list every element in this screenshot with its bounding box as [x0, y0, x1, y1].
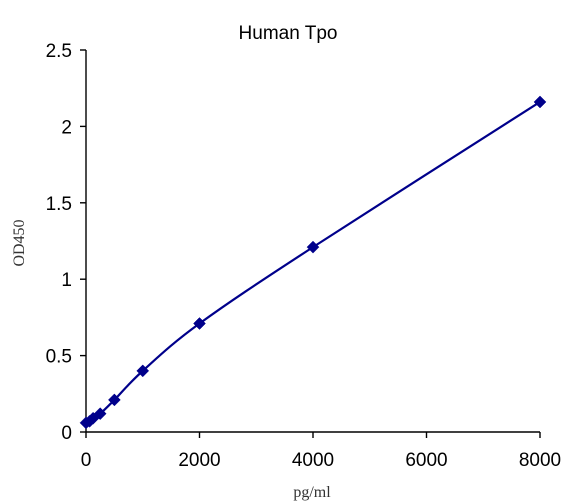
data-point	[533, 95, 547, 109]
data-point	[108, 393, 121, 407]
chart-title: Human Tpo	[239, 23, 338, 44]
x-tick-label: 6000	[405, 450, 447, 471]
x-tick-label: 8000	[519, 450, 561, 471]
data-point	[136, 364, 150, 378]
y-tick-label: 1	[61, 270, 72, 291]
y-axis: 0 0.5 1 1.5 2 2.5	[46, 41, 87, 444]
fit-curve	[85, 101, 541, 424]
y-tick-label: 0.5	[46, 347, 72, 368]
x-axis: 0 2000 4000 6000 8000	[81, 431, 561, 471]
x-tick-label: 4000	[292, 450, 334, 471]
y-tick-label: 2	[61, 117, 72, 138]
x-tick-label: 0	[81, 450, 92, 471]
x-tick-label: 2000	[178, 450, 220, 471]
data-point	[93, 407, 107, 421]
series-0	[79, 95, 547, 430]
y-tick-label: 0	[61, 423, 72, 444]
data-point	[306, 240, 320, 254]
y-axis-label: OD450	[11, 219, 28, 266]
y-tick-label: 1.5	[46, 194, 72, 215]
y-tick-label: 2.5	[46, 41, 72, 62]
data-point	[193, 317, 206, 330]
x-axis-label: pg/ml	[293, 484, 331, 501]
